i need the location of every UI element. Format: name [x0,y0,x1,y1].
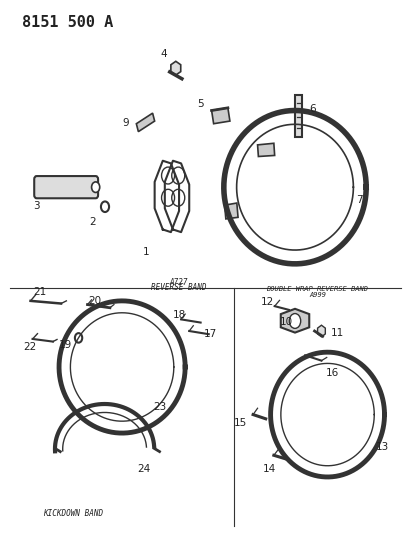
Text: 19: 19 [58,340,72,350]
Text: 5: 5 [197,99,203,109]
Text: 4: 4 [161,49,167,59]
Text: REVERSE BAND: REVERSE BAND [151,284,207,293]
Text: A999: A999 [309,292,326,298]
Text: 20: 20 [88,296,102,306]
Text: 10: 10 [279,317,293,327]
Text: 11: 11 [331,328,344,337]
Circle shape [92,182,100,192]
Text: 23: 23 [153,402,166,411]
Text: 14: 14 [263,464,277,473]
Polygon shape [136,113,155,132]
Polygon shape [225,203,238,219]
Text: 2: 2 [89,216,96,227]
Text: DOUBLE WRAP REVERSE BAND: DOUBLE WRAP REVERSE BAND [266,286,368,292]
Text: 8151 500 A: 8151 500 A [23,15,114,30]
Text: 9: 9 [123,118,129,128]
Text: 18: 18 [173,310,186,320]
Polygon shape [171,61,181,75]
Text: 17: 17 [204,329,217,339]
Text: 7: 7 [356,196,363,205]
FancyBboxPatch shape [34,176,98,198]
Text: 12: 12 [261,297,275,308]
Text: 22: 22 [23,342,36,352]
Text: 15: 15 [233,417,247,427]
Text: 16: 16 [326,368,339,378]
Text: KICKDOWN BAND: KICKDOWN BAND [43,508,103,518]
Text: 13: 13 [376,442,389,453]
Text: 21: 21 [33,287,46,297]
Polygon shape [318,325,326,337]
Text: 3: 3 [33,201,40,211]
Circle shape [289,313,301,328]
Text: 24: 24 [137,464,150,473]
Text: 1: 1 [143,247,150,257]
Polygon shape [281,309,309,333]
Polygon shape [212,108,230,124]
Polygon shape [258,143,275,157]
Text: 6: 6 [309,104,315,115]
Polygon shape [295,95,302,137]
Text: A727: A727 [170,278,188,287]
